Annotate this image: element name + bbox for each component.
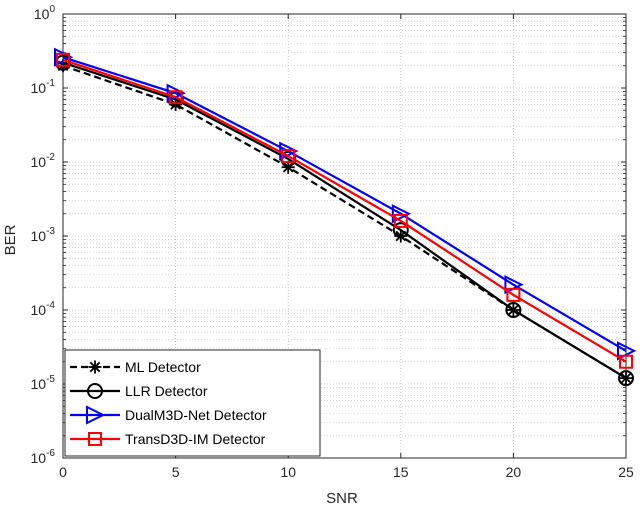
y-tick-label: 10-6 [31,448,56,466]
asterisk-marker [88,360,102,374]
legend-entry: DualM3D-Net Detector [70,405,267,425]
axes [62,13,627,459]
square-shape [619,354,633,369]
legend-label: DualM3D-Net Detector [125,407,267,423]
square-marker [619,354,633,369]
legend-label: TransD3D-IM Detector [125,431,266,447]
series-line [62,56,627,352]
circle-marker [392,222,409,239]
triangle-right-marker [391,204,412,224]
legend-entry: TransD3D-IM Detector [70,431,266,447]
square-shape [506,287,521,302]
square-marker [56,52,70,67]
circle-shape [505,302,522,318]
triangle-shape [86,405,106,425]
legend-entry: LLR Detector [70,383,208,399]
asterisk-marker [619,371,633,385]
y-tick-label: 10-1 [31,78,56,96]
x-tick-label: 15 [393,464,409,480]
series-square [56,52,633,369]
series-line [62,61,627,380]
series-line [62,64,627,380]
circle-marker [618,370,634,387]
series-line [62,58,627,363]
x-tick-label: 10 [280,464,296,480]
y-tick-label: 100 [34,4,56,22]
square-marker [168,90,183,105]
legend-label: ML Detector [125,359,201,375]
legend: ML Detector LLR Detector DualM3D-Net Detec… [64,349,321,457]
legend-entry: ML Detector [70,359,201,375]
square-shape [88,432,102,446]
square-shape [393,213,408,228]
y-tick-label: 10-4 [31,300,56,318]
x-axis-label: SNR [326,490,358,507]
y-tick-label: 10-3 [31,226,56,244]
triangle-shape [391,204,412,224]
square-marker [393,213,408,228]
x-tick-label: 20 [506,464,522,480]
y-tick-label: 10-5 [31,374,56,392]
square-marker [281,149,296,164]
x-tick-labels: 0 5 10 15 20 25 [59,464,634,480]
x-tick-label: 0 [59,464,67,480]
circle-shape [392,222,409,239]
asterisk-stroke [620,372,632,384]
circle-shape [87,383,103,399]
square-marker [88,432,102,446]
asterisk-stroke [89,361,101,373]
x-tick-label: 25 [618,464,634,480]
circle-marker [505,302,522,318]
circle-marker [87,383,103,399]
y-tick-label: 10-2 [31,152,56,170]
triangle-right-marker [86,405,106,425]
y-tick-labels: 100 10-1 10-2 10-3 10-4 10-5 10-6 [31,4,56,466]
square-shape [168,90,183,105]
square-shape [56,52,70,67]
circle-shape [618,370,634,387]
y-axis-label: BER [2,224,19,255]
square-shape [281,149,296,164]
square-marker [506,287,521,302]
legend-label: LLR Detector [125,383,208,399]
data-series [54,47,637,387]
x-tick-label: 5 [172,464,180,480]
